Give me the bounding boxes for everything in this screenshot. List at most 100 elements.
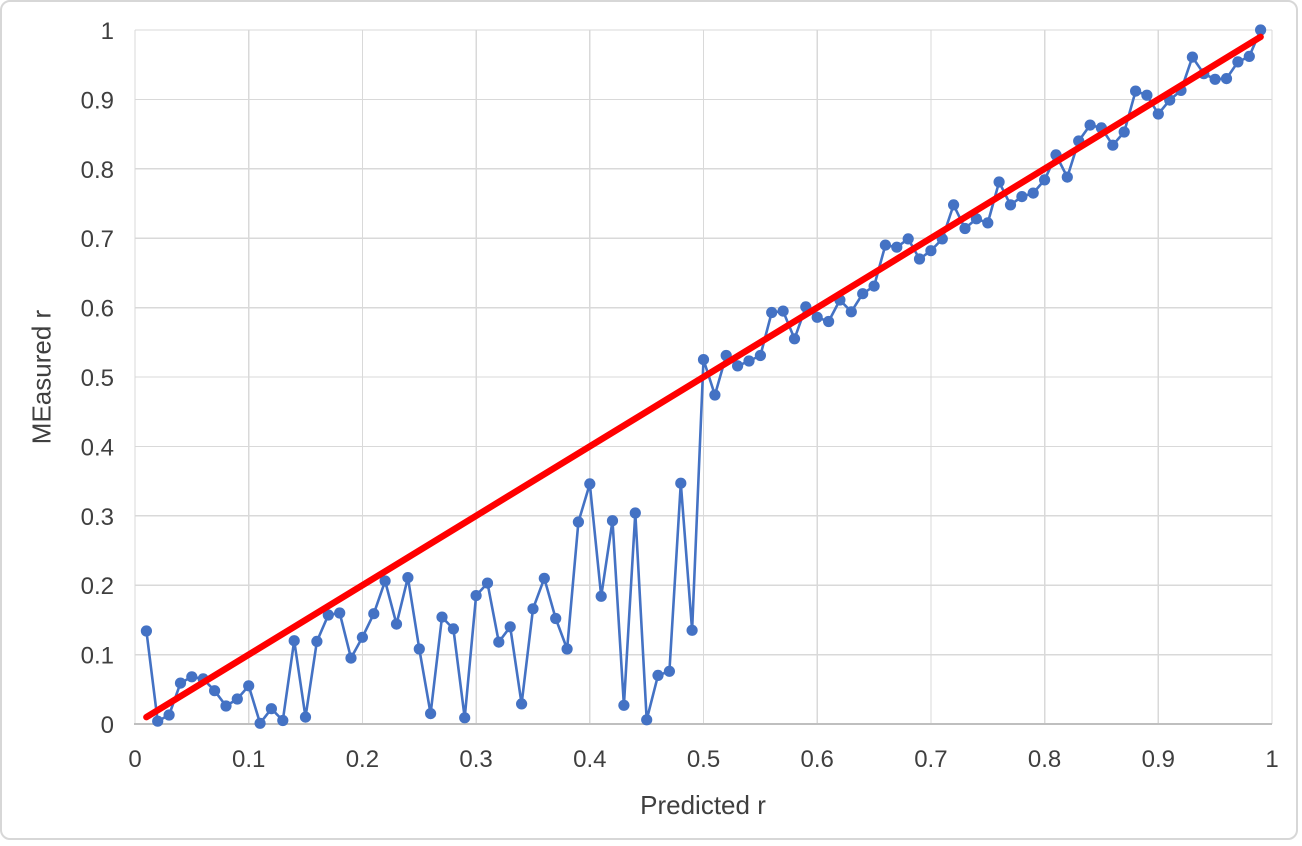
data-point-marker (390, 618, 403, 630)
data-point-marker (1039, 174, 1051, 186)
data-point-marker (447, 623, 459, 635)
data-point-marker (970, 213, 983, 225)
x-tick-label: 1 (1265, 746, 1278, 773)
data-point-marker (1220, 73, 1233, 85)
data-point-marker (777, 305, 789, 317)
data-point-marker (436, 611, 448, 623)
data-point-marker (857, 288, 869, 300)
data-point-marker (845, 306, 857, 318)
x-tick-label: 0.4 (573, 746, 606, 773)
data-point-marker (879, 239, 892, 251)
data-point-marker (913, 253, 926, 265)
data-point-marker (686, 624, 698, 636)
x-tick-label: 0.5 (687, 746, 720, 773)
y-tick-label: 0.4 (81, 434, 114, 461)
x-tick-label: 0.2 (346, 746, 379, 773)
data-point-marker (743, 355, 755, 367)
y-tick-label: 0.9 (81, 87, 114, 114)
data-point-marker (925, 245, 937, 257)
data-point-marker (1152, 108, 1164, 120)
data-point-marker (891, 241, 903, 253)
y-tick-label: 0.5 (81, 365, 114, 392)
data-point-marker (1130, 85, 1142, 97)
data-point-marker (641, 714, 653, 726)
y-tick-label: 1 (101, 18, 114, 45)
data-point-marker (470, 590, 482, 602)
y-axis-title: MEasured r (26, 309, 57, 445)
data-point-marker (595, 590, 607, 602)
y-tick-label: 0 (101, 712, 114, 739)
x-tick-label: 0.1 (232, 746, 265, 773)
data-point-marker (1061, 171, 1073, 183)
x-tick-label: 0 (128, 746, 141, 773)
data-point-marker (572, 516, 585, 528)
y-tick-label: 0.2 (81, 573, 114, 600)
data-point-marker (368, 608, 380, 620)
data-point-marker (322, 609, 334, 621)
data-point-marker (254, 717, 266, 729)
data-point-marker (697, 354, 710, 366)
y-tick-label: 0.8 (81, 157, 114, 184)
data-point-marker (1004, 199, 1017, 211)
data-point-marker (288, 635, 300, 647)
data-point-marker (243, 680, 255, 692)
x-tick-label: 0.8 (1028, 746, 1061, 773)
data-point-marker (334, 607, 346, 619)
data-point-marker (538, 572, 550, 584)
data-point-marker (152, 715, 164, 727)
y-tick-label: 0.1 (81, 643, 114, 670)
data-point-marker (618, 699, 630, 711)
identity-reference-line (143, 33, 1264, 721)
data-point-marker (140, 625, 152, 637)
data-point-marker (959, 222, 971, 235)
data-point-marker (652, 669, 664, 682)
data-point-marker (868, 280, 880, 292)
data-point-marker (732, 360, 744, 372)
data-point-marker (1243, 50, 1255, 63)
data-point-marker (1118, 126, 1130, 138)
data-point-marker (1016, 191, 1028, 203)
data-point-marker (516, 698, 528, 710)
data-point-marker (1027, 187, 1039, 199)
data-point-marker (299, 711, 312, 723)
data-point-marker (993, 176, 1005, 188)
data-point-marker (675, 477, 687, 489)
x-tick-label: 0.7 (914, 746, 947, 773)
data-point-marker (584, 478, 596, 490)
data-point-marker (493, 636, 505, 648)
data-point-marker (163, 709, 175, 721)
data-point-marker (1141, 89, 1153, 101)
data-point-marker (459, 712, 471, 724)
data-point-marker (1255, 24, 1267, 36)
data-point-marker (209, 685, 221, 697)
data-point-marker (425, 708, 437, 720)
data-point-marker (1232, 56, 1244, 68)
data-point-marker (788, 333, 801, 345)
data-point-marker (356, 631, 368, 643)
data-point-marker (948, 199, 960, 211)
data-point-marker (413, 643, 425, 655)
x-tick-label: 0.6 (801, 746, 834, 773)
data-point-marker (754, 349, 767, 362)
data-point-marker (1107, 139, 1119, 151)
data-point-marker (1186, 51, 1198, 63)
data-point-marker (823, 315, 835, 328)
data-point-marker (902, 233, 914, 245)
data-point-marker (550, 612, 562, 625)
data-point-marker (402, 572, 414, 584)
data-point-marker (606, 515, 619, 527)
data-point-marker (481, 577, 494, 589)
data-point-marker (561, 643, 573, 655)
data-point-marker (663, 665, 676, 677)
data-point-marker (277, 714, 289, 727)
data-point-marker (186, 671, 198, 683)
data-point-marker (766, 306, 778, 319)
data-point-marker (1209, 73, 1221, 85)
data-point-marker (231, 693, 243, 705)
data-point-marker (379, 575, 391, 587)
data-point-marker (811, 311, 823, 323)
x-axis-title: Predicted r (640, 790, 766, 820)
y-tick-label: 0.6 (81, 296, 114, 323)
